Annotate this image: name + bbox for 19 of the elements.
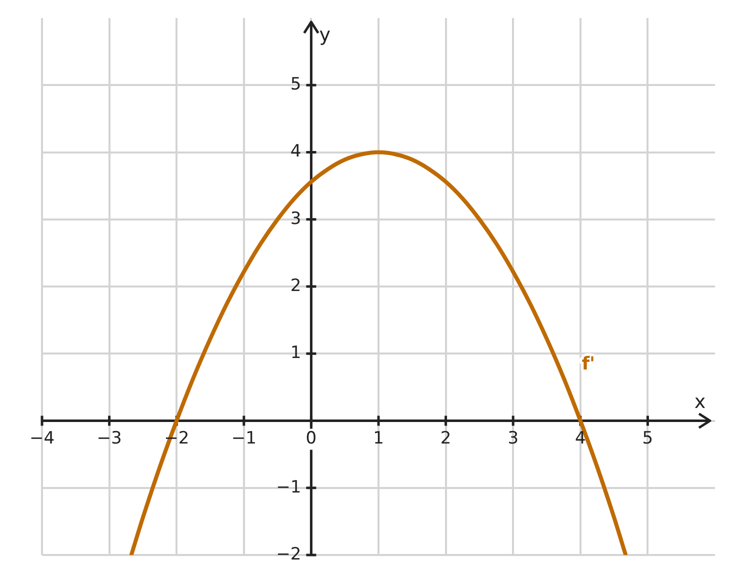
y-tick-label: 3 [290,208,302,229]
y-tick-label: 4 [290,142,302,162]
y-axis-title: y [319,24,330,46]
y-tick-label: 5 [290,74,302,95]
x-tick-label: −4 [29,428,55,449]
x-tick-label: 4 [574,428,586,449]
x-tick-label: 2 [440,428,452,449]
x-tick-label: 5 [642,428,654,449]
x-tick-label: −1 [231,428,256,449]
y-tick-label: −2 [276,544,302,564]
x-tick-label: −3 [96,428,122,449]
x-axis-title: x [694,391,706,414]
y-tick-label: 1 [290,343,302,364]
y-tick-label: −1 [276,477,302,498]
x-tick-label: 0 [306,428,317,449]
x-tick-label: 1 [373,428,384,449]
x-tick-label: 3 [508,428,519,449]
y-tick-label: 2 [290,276,302,296]
series-label: f' [582,353,596,374]
